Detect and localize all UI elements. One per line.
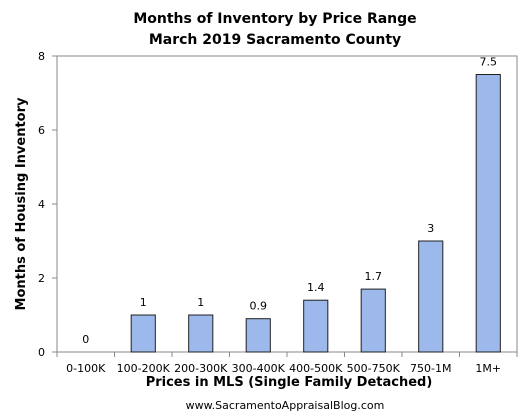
y-axis-ticks: 0 2 4 6 8	[38, 50, 57, 359]
data-label: 1.7	[365, 270, 383, 283]
x-axis-ticks: 0-100K 100-200K 200-300K 300-400K 400-500K 50…	[56, 352, 518, 375]
data-label: 0.9	[250, 300, 268, 313]
bar	[360, 288, 386, 353]
data-label: 7.5	[480, 56, 498, 69]
bar	[418, 240, 444, 353]
data-label: 0	[82, 333, 89, 346]
y-tick-label: 0	[38, 346, 45, 359]
y-tick-label: 4	[38, 198, 45, 211]
bar	[303, 299, 329, 353]
plot-area-border	[56, 55, 518, 353]
bars	[130, 74, 501, 353]
data-label: 3	[427, 222, 434, 235]
x-tick-label: 1M+	[475, 362, 501, 375]
bar	[130, 314, 156, 353]
y-axis-title: Months of Housing Inventory	[14, 97, 29, 311]
y-tick-label: 2	[38, 272, 45, 285]
chart-subtitle: March 2019 Sacramento County	[149, 32, 401, 48]
data-labels: 0 1 1 0.9 1.4 1.7 3 7.5	[82, 56, 497, 347]
bar	[475, 74, 501, 353]
x-tick-label: 200-300K	[174, 362, 228, 375]
bar	[245, 318, 271, 353]
y-tick-label: 6	[38, 124, 45, 137]
y-tick-label: 8	[38, 50, 45, 63]
data-label: 1	[197, 296, 204, 309]
bar	[188, 314, 214, 353]
x-tick-label: 400-500K	[289, 362, 343, 375]
x-tick-label: 500-750K	[347, 362, 401, 375]
x-tick-label: 300-400K	[232, 362, 286, 375]
x-tick-label: 100-200K	[117, 362, 171, 375]
x-axis-title: Prices in MLS (Single Family Detached)	[146, 375, 433, 390]
data-label: 1	[140, 296, 147, 309]
chart-title: Months of Inventory by Price Range	[133, 11, 416, 27]
data-label: 1.4	[307, 281, 325, 294]
x-tick-label: 750-1M	[410, 362, 451, 375]
footer-url: www.SacramentoAppraisalBlog.com	[186, 399, 385, 412]
x-tick-label: 0-100K	[66, 362, 106, 375]
